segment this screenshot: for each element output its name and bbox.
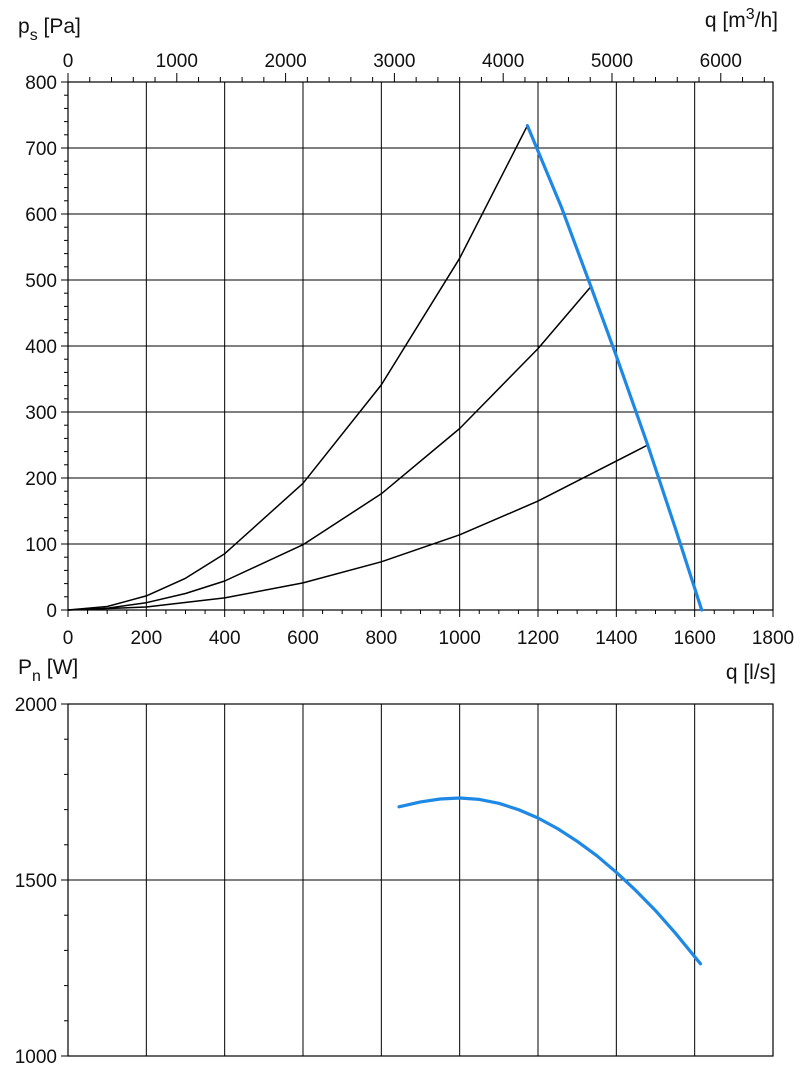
x-tick-label: 1400 bbox=[595, 628, 637, 649]
y-tick-label: 700 bbox=[25, 139, 57, 160]
series-line-4 bbox=[525, 123, 704, 612]
x2-tick-label: 0 bbox=[63, 51, 74, 72]
x2-axis-title: q [m3/h] bbox=[705, 6, 778, 32]
y-tick-label: 200 bbox=[25, 469, 57, 490]
x-tick-label: 1200 bbox=[517, 628, 559, 649]
series-line-2 bbox=[67, 285, 592, 611]
x2-tick-label: 2000 bbox=[264, 51, 306, 72]
y-axis-title: Pn [W] bbox=[18, 656, 78, 685]
y-tick-label: 1000 bbox=[15, 1047, 57, 1067]
x-tick-label: 1000 bbox=[439, 628, 481, 649]
x-tick-label: 600 bbox=[287, 628, 319, 649]
y-tick-label: 600 bbox=[25, 205, 57, 226]
y-tick-label: 400 bbox=[25, 337, 57, 358]
x-tick-label: 0 bbox=[63, 628, 74, 649]
y-tick-label: 1500 bbox=[15, 871, 57, 892]
y-tick-label: 500 bbox=[25, 271, 57, 292]
x2-tick-label: 5000 bbox=[591, 51, 633, 72]
y-tick-label: 800 bbox=[25, 73, 57, 94]
x2-tick-label: 3000 bbox=[373, 51, 415, 72]
series-line-1 bbox=[67, 124, 529, 611]
x-axis-title: q [l/s] bbox=[726, 661, 776, 684]
x-tick-label: 400 bbox=[209, 628, 241, 649]
y-tick-label: 300 bbox=[25, 403, 57, 424]
series-line-3 bbox=[67, 444, 649, 611]
y-tick-label: 2000 bbox=[15, 695, 57, 716]
x-tick-label: 1800 bbox=[752, 628, 794, 649]
y-tick-label: 100 bbox=[25, 535, 57, 556]
power-curve-1 bbox=[397, 796, 703, 966]
x-tick-label: 200 bbox=[130, 628, 162, 649]
pressure-chart: 0 100 200 300 400 500 600 700 800 0 200 400 600 800 10… bbox=[18, 6, 794, 684]
x2-tick-label: 1000 bbox=[156, 51, 198, 72]
x2-tick-label: 4000 bbox=[482, 51, 524, 72]
y-tick-label: 0 bbox=[46, 601, 57, 622]
x-tick-label: 1600 bbox=[674, 628, 716, 649]
y-axis-title: ps [Pa] bbox=[18, 15, 81, 44]
power-chart: 1000 1500 2000 Pn [W] bbox=[15, 656, 774, 1067]
x-tick-label: 800 bbox=[365, 628, 397, 649]
x2-tick-label: 6000 bbox=[700, 51, 742, 72]
